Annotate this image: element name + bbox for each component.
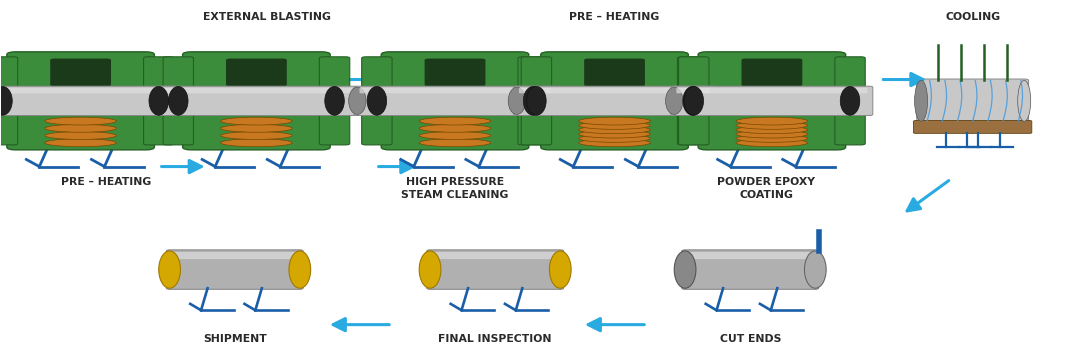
Text: HIGH PRESSURE
STEAM CLEANING: HIGH PRESSURE STEAM CLEANING: [401, 177, 509, 200]
Ellipse shape: [579, 130, 651, 138]
Ellipse shape: [684, 87, 704, 115]
Ellipse shape: [169, 87, 188, 115]
Ellipse shape: [737, 117, 807, 125]
Ellipse shape: [348, 87, 366, 115]
FancyBboxPatch shape: [361, 57, 392, 145]
Text: PRE – HEATING: PRE – HEATING: [569, 12, 659, 22]
FancyBboxPatch shape: [541, 114, 689, 150]
FancyBboxPatch shape: [161, 88, 351, 93]
FancyBboxPatch shape: [689, 252, 812, 259]
Ellipse shape: [221, 117, 293, 125]
Text: SHIPMENT: SHIPMENT: [202, 334, 267, 344]
FancyBboxPatch shape: [381, 52, 529, 88]
Ellipse shape: [549, 251, 571, 288]
FancyBboxPatch shape: [0, 57, 17, 145]
FancyBboxPatch shape: [226, 59, 287, 86]
FancyBboxPatch shape: [144, 57, 174, 145]
Ellipse shape: [1017, 81, 1030, 121]
FancyBboxPatch shape: [914, 121, 1031, 133]
FancyBboxPatch shape: [424, 59, 485, 86]
FancyBboxPatch shape: [541, 52, 689, 88]
FancyBboxPatch shape: [0, 86, 182, 116]
Ellipse shape: [579, 135, 651, 142]
FancyBboxPatch shape: [917, 79, 1028, 123]
Ellipse shape: [159, 251, 181, 288]
FancyBboxPatch shape: [698, 114, 845, 150]
FancyBboxPatch shape: [514, 86, 716, 116]
FancyBboxPatch shape: [320, 57, 349, 145]
FancyBboxPatch shape: [834, 57, 865, 145]
FancyBboxPatch shape: [173, 252, 297, 259]
Ellipse shape: [289, 251, 311, 288]
FancyBboxPatch shape: [7, 114, 154, 150]
Ellipse shape: [804, 251, 826, 288]
FancyBboxPatch shape: [183, 52, 331, 88]
FancyBboxPatch shape: [381, 114, 529, 150]
FancyBboxPatch shape: [7, 52, 154, 88]
Ellipse shape: [579, 139, 651, 147]
Ellipse shape: [45, 139, 116, 147]
Ellipse shape: [683, 87, 703, 115]
FancyBboxPatch shape: [0, 88, 176, 93]
Ellipse shape: [419, 117, 491, 125]
Ellipse shape: [45, 132, 116, 140]
Ellipse shape: [221, 139, 293, 147]
FancyBboxPatch shape: [521, 57, 552, 145]
FancyBboxPatch shape: [183, 114, 331, 150]
Ellipse shape: [840, 87, 860, 115]
FancyBboxPatch shape: [682, 250, 818, 289]
Ellipse shape: [523, 87, 543, 115]
Ellipse shape: [675, 251, 696, 288]
Text: POWDER EPOXY
COATING: POWDER EPOXY COATING: [717, 177, 816, 200]
Text: PRE – HEATING: PRE – HEATING: [61, 177, 151, 187]
FancyBboxPatch shape: [742, 59, 802, 86]
Ellipse shape: [45, 125, 116, 132]
Text: COOLING: COOLING: [945, 12, 1000, 22]
Ellipse shape: [579, 117, 651, 125]
FancyBboxPatch shape: [50, 59, 111, 86]
Ellipse shape: [666, 87, 683, 115]
Ellipse shape: [737, 126, 807, 134]
Ellipse shape: [579, 121, 651, 129]
FancyBboxPatch shape: [584, 59, 645, 86]
Ellipse shape: [419, 125, 491, 132]
FancyBboxPatch shape: [519, 88, 710, 93]
FancyBboxPatch shape: [518, 57, 548, 145]
Ellipse shape: [419, 132, 491, 140]
FancyBboxPatch shape: [426, 250, 564, 289]
Ellipse shape: [325, 87, 344, 115]
Ellipse shape: [150, 87, 168, 115]
FancyBboxPatch shape: [698, 52, 845, 88]
Ellipse shape: [149, 87, 169, 115]
Ellipse shape: [221, 132, 293, 140]
Ellipse shape: [737, 130, 807, 138]
Ellipse shape: [915, 81, 928, 121]
FancyBboxPatch shape: [359, 88, 551, 93]
Ellipse shape: [508, 87, 526, 115]
Text: FINAL INSPECTION: FINAL INSPECTION: [438, 334, 552, 344]
FancyBboxPatch shape: [678, 57, 708, 145]
FancyBboxPatch shape: [156, 86, 357, 116]
Ellipse shape: [737, 139, 807, 147]
FancyBboxPatch shape: [679, 57, 709, 145]
FancyBboxPatch shape: [671, 86, 873, 116]
Ellipse shape: [221, 125, 293, 132]
Ellipse shape: [45, 117, 116, 125]
FancyBboxPatch shape: [163, 57, 194, 145]
Text: CUT ENDS: CUT ENDS: [719, 334, 781, 344]
Ellipse shape: [579, 126, 651, 134]
Ellipse shape: [419, 251, 441, 288]
FancyBboxPatch shape: [433, 252, 557, 259]
FancyBboxPatch shape: [166, 250, 304, 289]
Ellipse shape: [0, 87, 12, 115]
Ellipse shape: [527, 87, 546, 115]
Ellipse shape: [737, 121, 807, 129]
FancyBboxPatch shape: [354, 86, 556, 116]
Ellipse shape: [367, 87, 386, 115]
Ellipse shape: [419, 139, 491, 147]
Ellipse shape: [737, 135, 807, 142]
FancyBboxPatch shape: [677, 88, 867, 93]
Text: EXTERNAL BLASTING: EXTERNAL BLASTING: [203, 12, 331, 22]
